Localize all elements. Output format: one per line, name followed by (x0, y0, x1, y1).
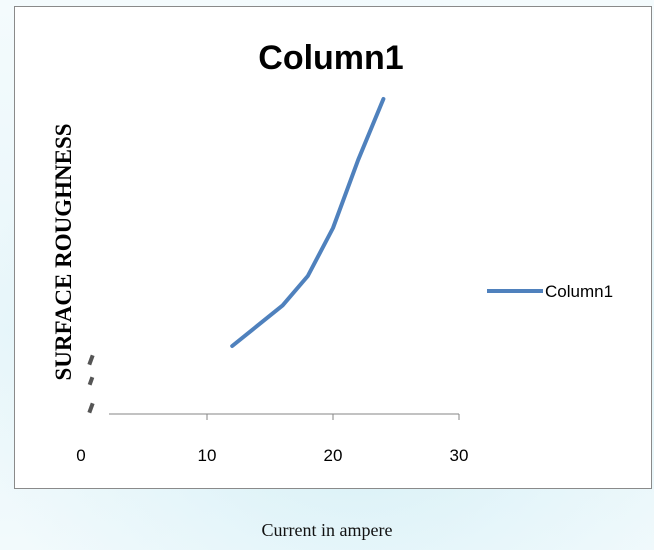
y-tick-label-fragments (87, 354, 95, 414)
x-axis-ticks (206, 414, 460, 420)
x-tick-label-30: 30 (450, 446, 469, 465)
x-axis-tick-labels: 0 10 20 30 (76, 446, 468, 465)
series-layer (230, 97, 386, 348)
x-tick-label-20: 20 (324, 446, 343, 465)
y-axis-label: SURFACE ROUGHNESS (51, 123, 76, 380)
legend: Column1 (487, 282, 613, 301)
chart-svg: Column1 SURFACE ROUGHNESS 0 10 20 30 Column… (51, 39, 613, 465)
chart-title: Column1 (258, 39, 403, 77)
x-axis-label: Current in ampere (261, 520, 393, 540)
x-tick-label-0: 0 (76, 446, 85, 465)
chart-area: Column1 SURFACE ROUGHNESS 0 10 20 30 Column… (14, 6, 652, 489)
series-line-column1 (230, 97, 386, 348)
legend-label-column1: Column1 (545, 282, 613, 301)
x-tick-label-10: 10 (198, 446, 217, 465)
